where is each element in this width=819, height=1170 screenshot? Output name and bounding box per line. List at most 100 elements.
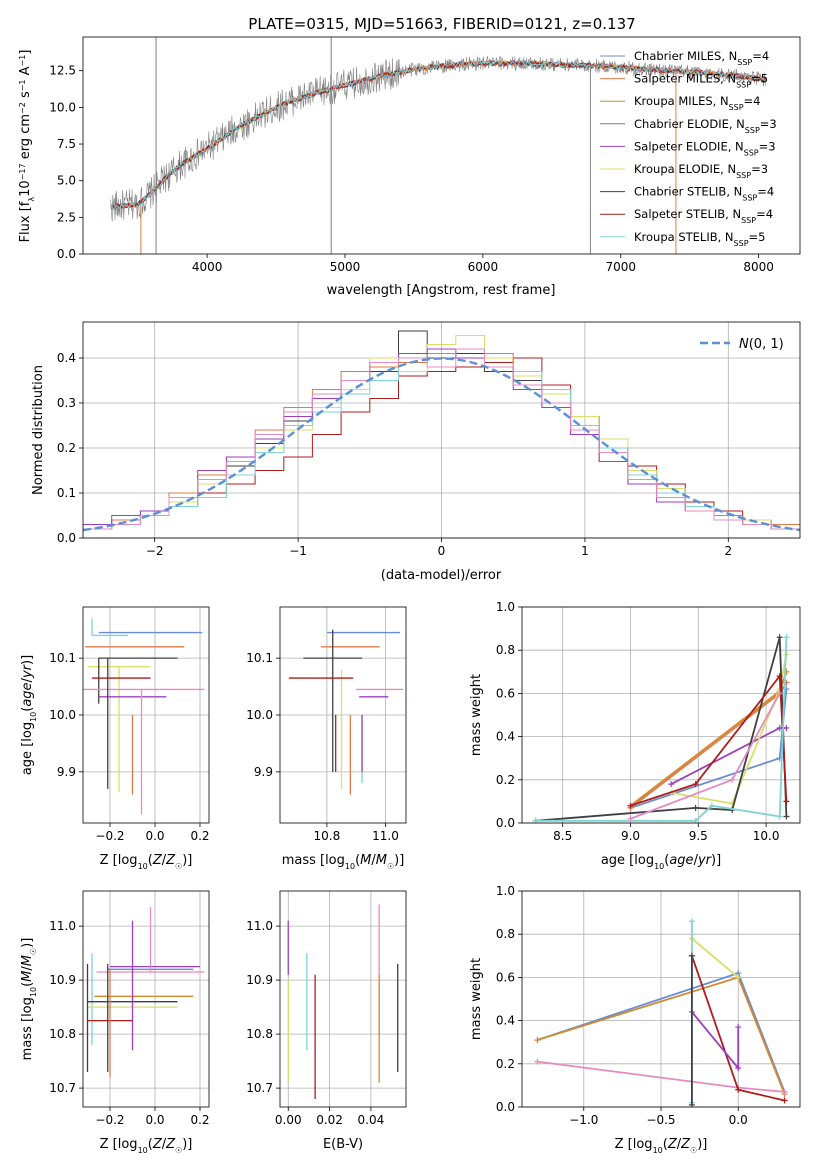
x-axis-label: E(B-V) xyxy=(323,1137,363,1152)
label-part: / xyxy=(20,677,35,682)
x-axis-label: Z [log10(Z/Z☉)] xyxy=(615,1137,708,1155)
label-part: )] xyxy=(697,1137,707,1152)
label-part: Z [log xyxy=(100,853,138,868)
y-tick-label: 12.5 xyxy=(49,64,76,78)
x-tick-label: 0.04 xyxy=(358,1113,385,1127)
label-part: )] xyxy=(20,938,35,948)
label-part: mass weight xyxy=(469,958,484,1040)
label-part: ( xyxy=(664,853,669,868)
y-tick-label: 0.4 xyxy=(496,1014,515,1028)
ticks: −0.2 0.0 0.2 9.9 10.0 10.1 xyxy=(49,651,209,843)
residual-histogram-panel: −2 −1 0 1 2 0.0 0.1 0.2 0.3 0.4 N(0, 1) (data-model… xyxy=(31,321,801,583)
label-part: age xyxy=(20,682,35,706)
label-part: age xyxy=(669,853,693,868)
weight-line xyxy=(535,637,788,822)
label-part: / xyxy=(20,966,35,971)
label-part: ( xyxy=(355,853,360,868)
plot-area xyxy=(287,904,399,1099)
y-tick-label: 5.0 xyxy=(57,174,76,188)
label-part: M xyxy=(20,955,35,966)
label-part: =3 xyxy=(760,117,777,131)
label-part: =3 xyxy=(751,162,768,176)
label-part: ( xyxy=(663,1137,668,1152)
label-part: Salpeter STELIB, N xyxy=(634,207,741,221)
ticks: 0.00 0.02 0.04 10.7 10.8 10.9 11.0 xyxy=(246,919,384,1127)
label-part: 10 xyxy=(29,712,38,722)
weight-marker xyxy=(781,1097,788,1104)
grid-lines xyxy=(83,607,209,823)
label-part: SSP xyxy=(744,148,759,157)
y-tick-label: 7.5 xyxy=(57,137,76,151)
label-part: 10 xyxy=(654,862,664,871)
y-tick-label: 10.7 xyxy=(246,1081,273,1095)
weight-marker xyxy=(776,813,783,820)
label-part: age [log xyxy=(20,722,35,775)
grid-lines xyxy=(83,891,209,1107)
legend-label: Kroupa ELODIE, NSSP=3 xyxy=(634,162,768,180)
y-tick-label: 0.8 xyxy=(496,927,515,941)
label-part: mass [log xyxy=(282,853,345,868)
axes-frame xyxy=(521,890,801,1108)
label-part: Z [log xyxy=(100,1137,138,1152)
label-part: E(B-V) xyxy=(323,1137,363,1152)
label-part: 10 xyxy=(138,862,148,871)
ticks: 10.8 11.0 9.9 10.0 10.1 xyxy=(246,651,399,843)
label-part: SSP xyxy=(742,193,757,202)
y-axis-label: age [log10(age/yr)] xyxy=(20,655,38,775)
weight-line xyxy=(691,937,739,979)
label-part: mass weight xyxy=(469,674,484,756)
y-tick-label: 0.0 xyxy=(57,247,76,261)
weight-line xyxy=(629,671,788,807)
y-tick-label: 10.8 xyxy=(49,1027,76,1041)
label-part: wavelength [Angstrom, rest frame] xyxy=(327,283,556,298)
legend-label: N(0, 1) xyxy=(739,337,784,352)
label-part: ( xyxy=(148,853,153,868)
weight-marker xyxy=(776,634,783,641)
ticks: −2 −1 0 1 2 0.0 0.1 0.2 0.3 0.4 xyxy=(57,351,732,558)
label-part: Kroupa STELIB, N xyxy=(634,230,734,244)
label-part: )] xyxy=(20,655,35,665)
plot-area xyxy=(288,629,404,795)
label-part: Flux [f xyxy=(18,201,33,242)
label-part: Salpeter ELODIE, N xyxy=(634,139,744,153)
weight-marker xyxy=(729,776,736,783)
weight-marker xyxy=(692,781,699,788)
axes-frame xyxy=(82,890,210,1108)
label-part: =4 xyxy=(752,49,769,63)
plot-area xyxy=(83,618,205,815)
weight-marker xyxy=(735,1024,742,1031)
plot-area xyxy=(86,907,205,1078)
y-tick-label: 10.0 xyxy=(246,708,273,722)
weight-marker xyxy=(534,1058,541,1065)
spectrum-panel: 4000 5000 6000 7000 8000 0.0 2.5 5.0 7.5 10.0 12.5… xyxy=(18,36,801,298)
y-tick-label: 0.1 xyxy=(57,486,76,500)
label-part: ( xyxy=(20,982,35,987)
x-tick-label: −0.2 xyxy=(95,1113,124,1127)
label-part: (data-model)/error xyxy=(381,568,502,583)
mass-vs-ebv-panel: 0.00 0.02 0.04 10.7 10.8 10.9 11.0 E(B-V) xyxy=(246,890,407,1152)
y-tick-label: 0.2 xyxy=(57,441,76,455)
label-part: SSP xyxy=(734,238,749,247)
weight-line xyxy=(535,636,788,822)
label-part: SSP xyxy=(737,58,752,67)
legend-label: Chabrier MILES, NSSP=4 xyxy=(634,49,769,67)
x-tick-label: −2 xyxy=(146,544,164,558)
x-tick-label: 7000 xyxy=(605,260,636,274)
x-tick-label: 9.5 xyxy=(689,829,708,843)
label-part: M xyxy=(20,971,35,982)
x-tick-label: −1.0 xyxy=(569,1113,598,1127)
y-tick-label: 1.0 xyxy=(496,600,515,614)
y-axis-label: mass [log10(M/M☉)] xyxy=(20,938,38,1061)
label-part: 10 xyxy=(345,862,355,871)
axes-frame xyxy=(279,606,407,824)
axes-frame xyxy=(82,606,210,824)
x-tick-label: 10.8 xyxy=(314,829,341,843)
x-tick-label: 0.2 xyxy=(190,829,209,843)
y-tick-label: 0.6 xyxy=(496,970,515,984)
axes-frame xyxy=(82,321,801,539)
y-axis-label: mass weight xyxy=(469,958,484,1040)
x-tick-label: 0.2 xyxy=(190,1113,209,1127)
label-part: yr xyxy=(697,853,713,868)
